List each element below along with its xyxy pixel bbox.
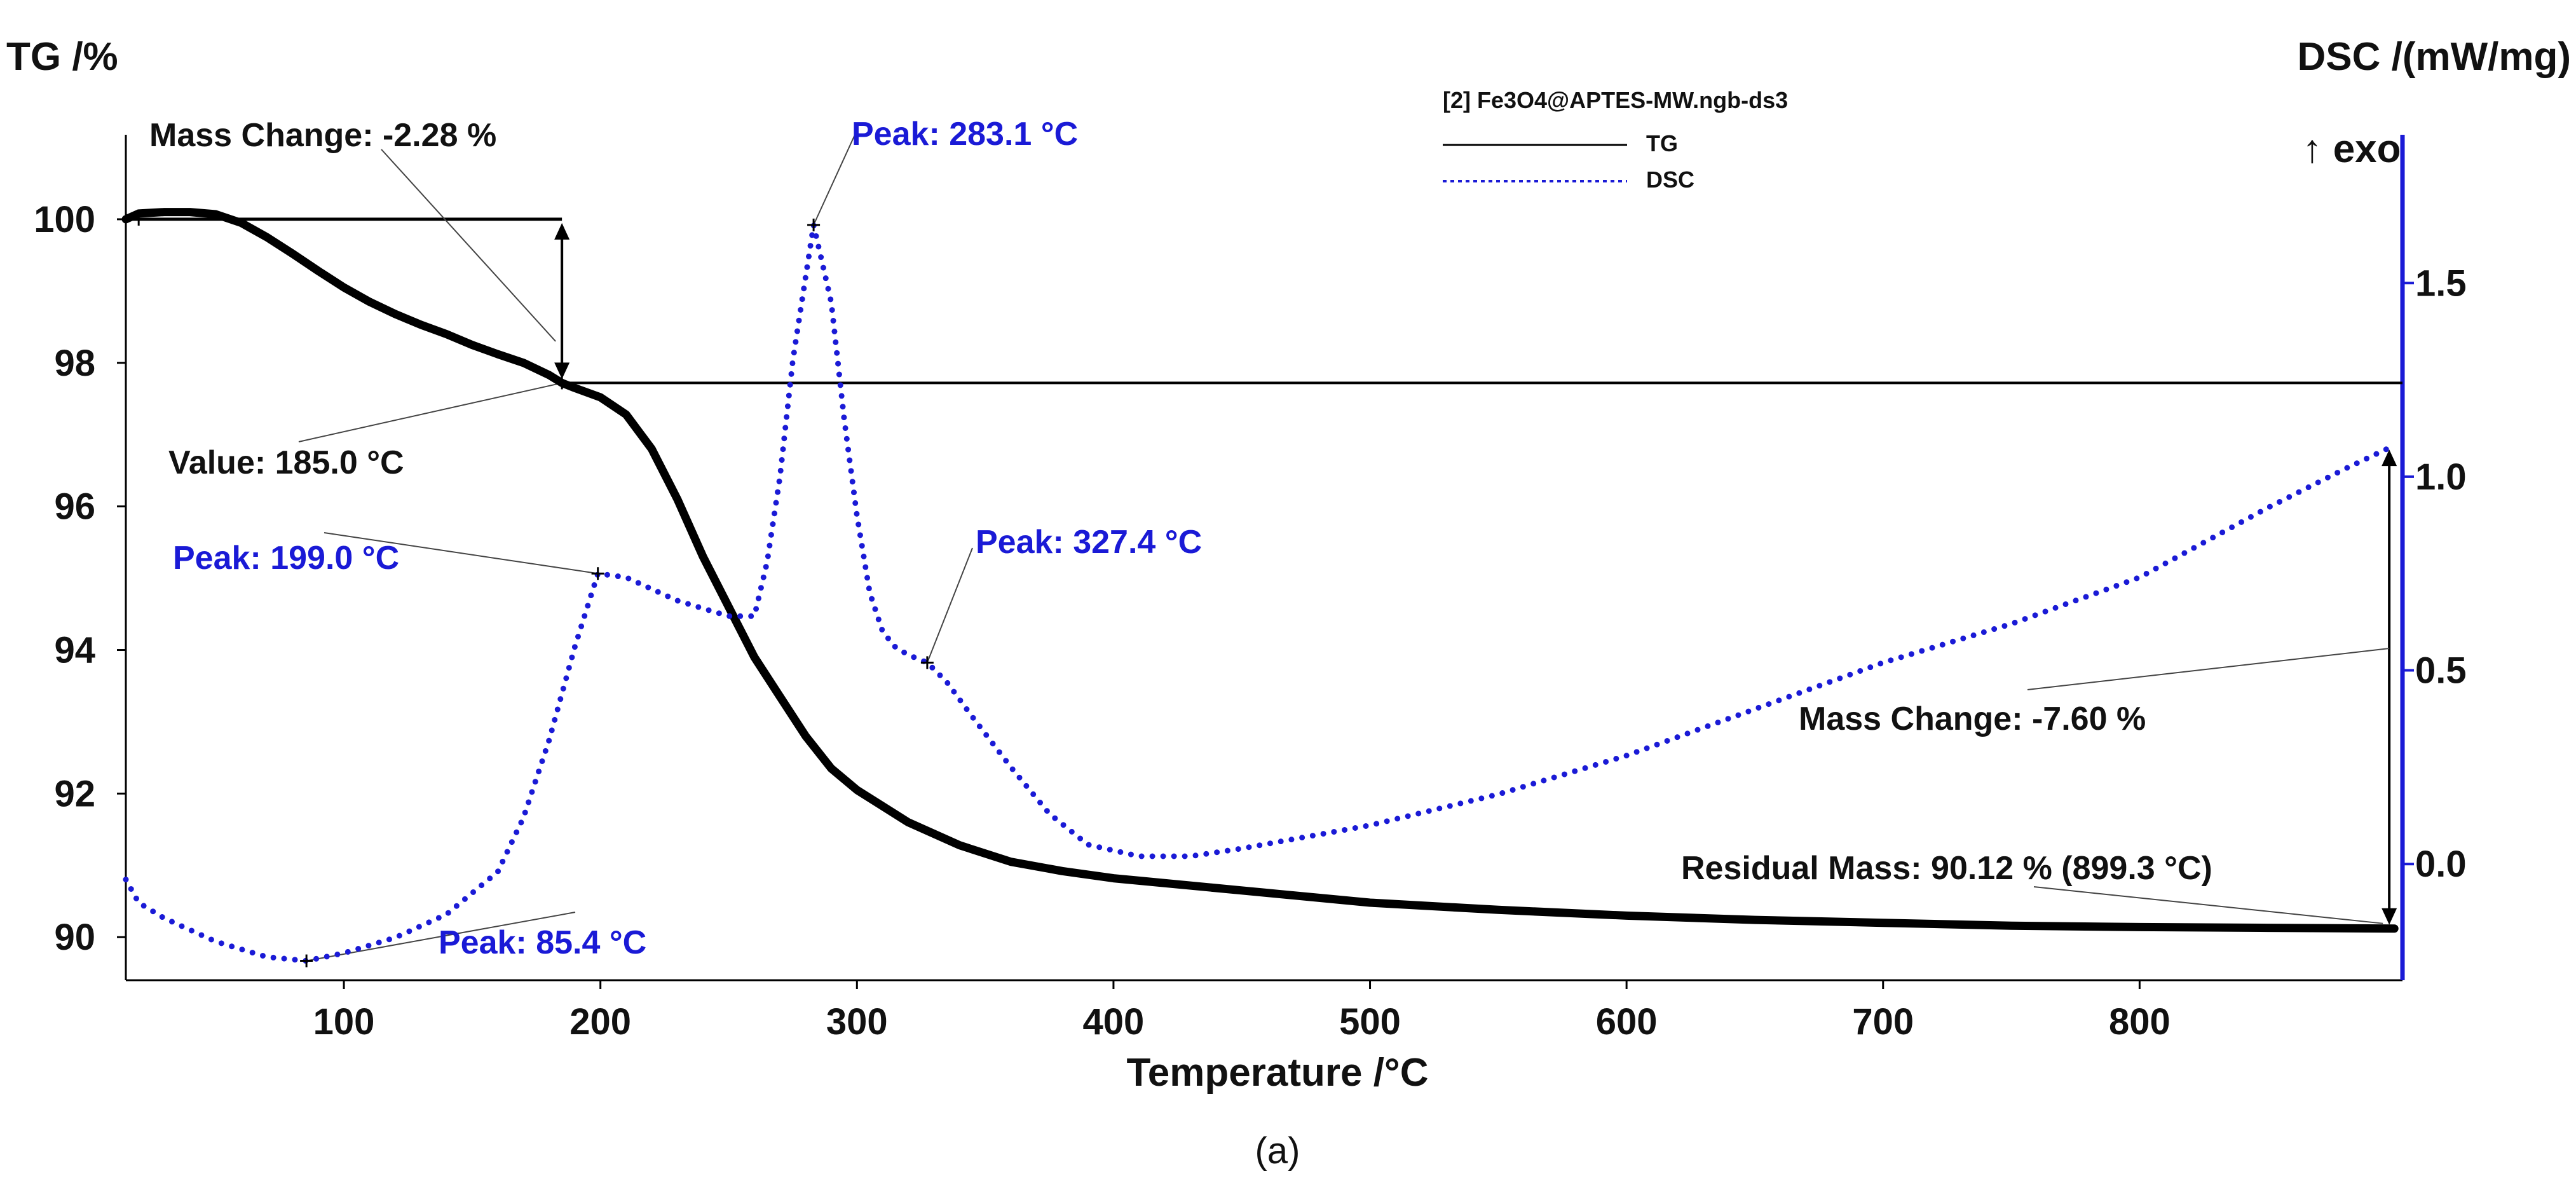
left-axis-title: TG /% [6,35,118,79]
mass-change-2-arrowhead-down [2382,908,2397,925]
x-tick-label: 400 [1083,1001,1145,1043]
figure-caption: (a) [1255,1130,1300,1172]
x-tick-label: 700 [1852,1001,1914,1043]
annotation-peak-327: Peak: 327.4 °C [976,524,1202,561]
x-tick-label: 300 [826,1001,888,1043]
y-left-tick-label: 92 [54,773,95,814]
leader-peak-327 [926,547,973,663]
y-right-tick-label: 1.0 [2415,456,2467,498]
y-left-tick-label: 96 [54,486,95,528]
legend-title: [2] Fe3O4@APTES-MW.ngb-ds3 [1443,87,1788,113]
leader-peak-199 [324,532,598,575]
leader-peak-283 [813,134,855,226]
legend-tg-label: TG [1646,130,1678,156]
x-tick-label: 600 [1596,1001,1658,1043]
y-left-tick-label: 90 [54,917,95,958]
annotation-peak-283: Peak: 283.1 °C [852,116,1078,153]
annotation-value-185: Value: 185.0 °C [168,444,404,481]
y-right-tick-label: 1.5 [2415,263,2467,304]
right-axis-title: DSC /(mW/mg) [2297,35,2571,79]
y-right-tick-label: 0.0 [2415,844,2467,885]
leader-residual-mass [2033,886,2383,924]
legend-dsc-label: DSC [1646,167,1694,193]
y-left-tick-label: 100 [34,199,95,240]
y-right-tick-label: 0.5 [2415,650,2467,692]
annotation-peak-85: Peak: 85.4 °C [439,924,646,961]
annotation-lines [126,134,2402,962]
legend: [2] Fe3O4@APTES-MW.ngb-ds3 TG DSC [1443,87,1788,193]
x-axis-title: Temperature /°C [1127,1051,1429,1095]
leader-value-185 [298,382,562,442]
x-tick-label: 800 [2109,1001,2171,1043]
y-left-tick-label: 98 [54,343,95,384]
x-tick-label: 100 [313,1001,375,1043]
mass-change-1-arrowhead-up [554,222,570,240]
leader-peak-85 [306,912,576,962]
annotation-residual-mass: Residual Mass: 90.12 % (899.3 °C) [1681,850,2212,887]
annotation-mass-change-2: Mass Change: -7.60 % [1799,701,2146,737]
leader-mass-change-1 [381,149,556,342]
exo-label: ↑ exo [2302,127,2401,171]
series-layer [121,208,2399,968]
mass-change-2-arrowhead-up [2382,449,2397,467]
mass-change-1-arrowhead-down [554,362,570,380]
series-line-dsc [123,222,2397,964]
y-left-tick-label: 94 [54,630,95,671]
x-tick-label: 200 [569,1001,631,1043]
annotation-peak-199: Peak: 199.0 °C [173,540,399,577]
x-tick-label: 500 [1339,1001,1401,1043]
leader-mass-change-2 [2027,648,2390,690]
axes [125,135,2405,981]
ticks: 100 200 300 400 500 600 700 800 90 92 94 96 98 100 0.0… [34,199,2466,1043]
annotation-mass-change-1: Mass Change: -2.28 % [149,117,496,154]
series-line-tg [121,208,2399,933]
